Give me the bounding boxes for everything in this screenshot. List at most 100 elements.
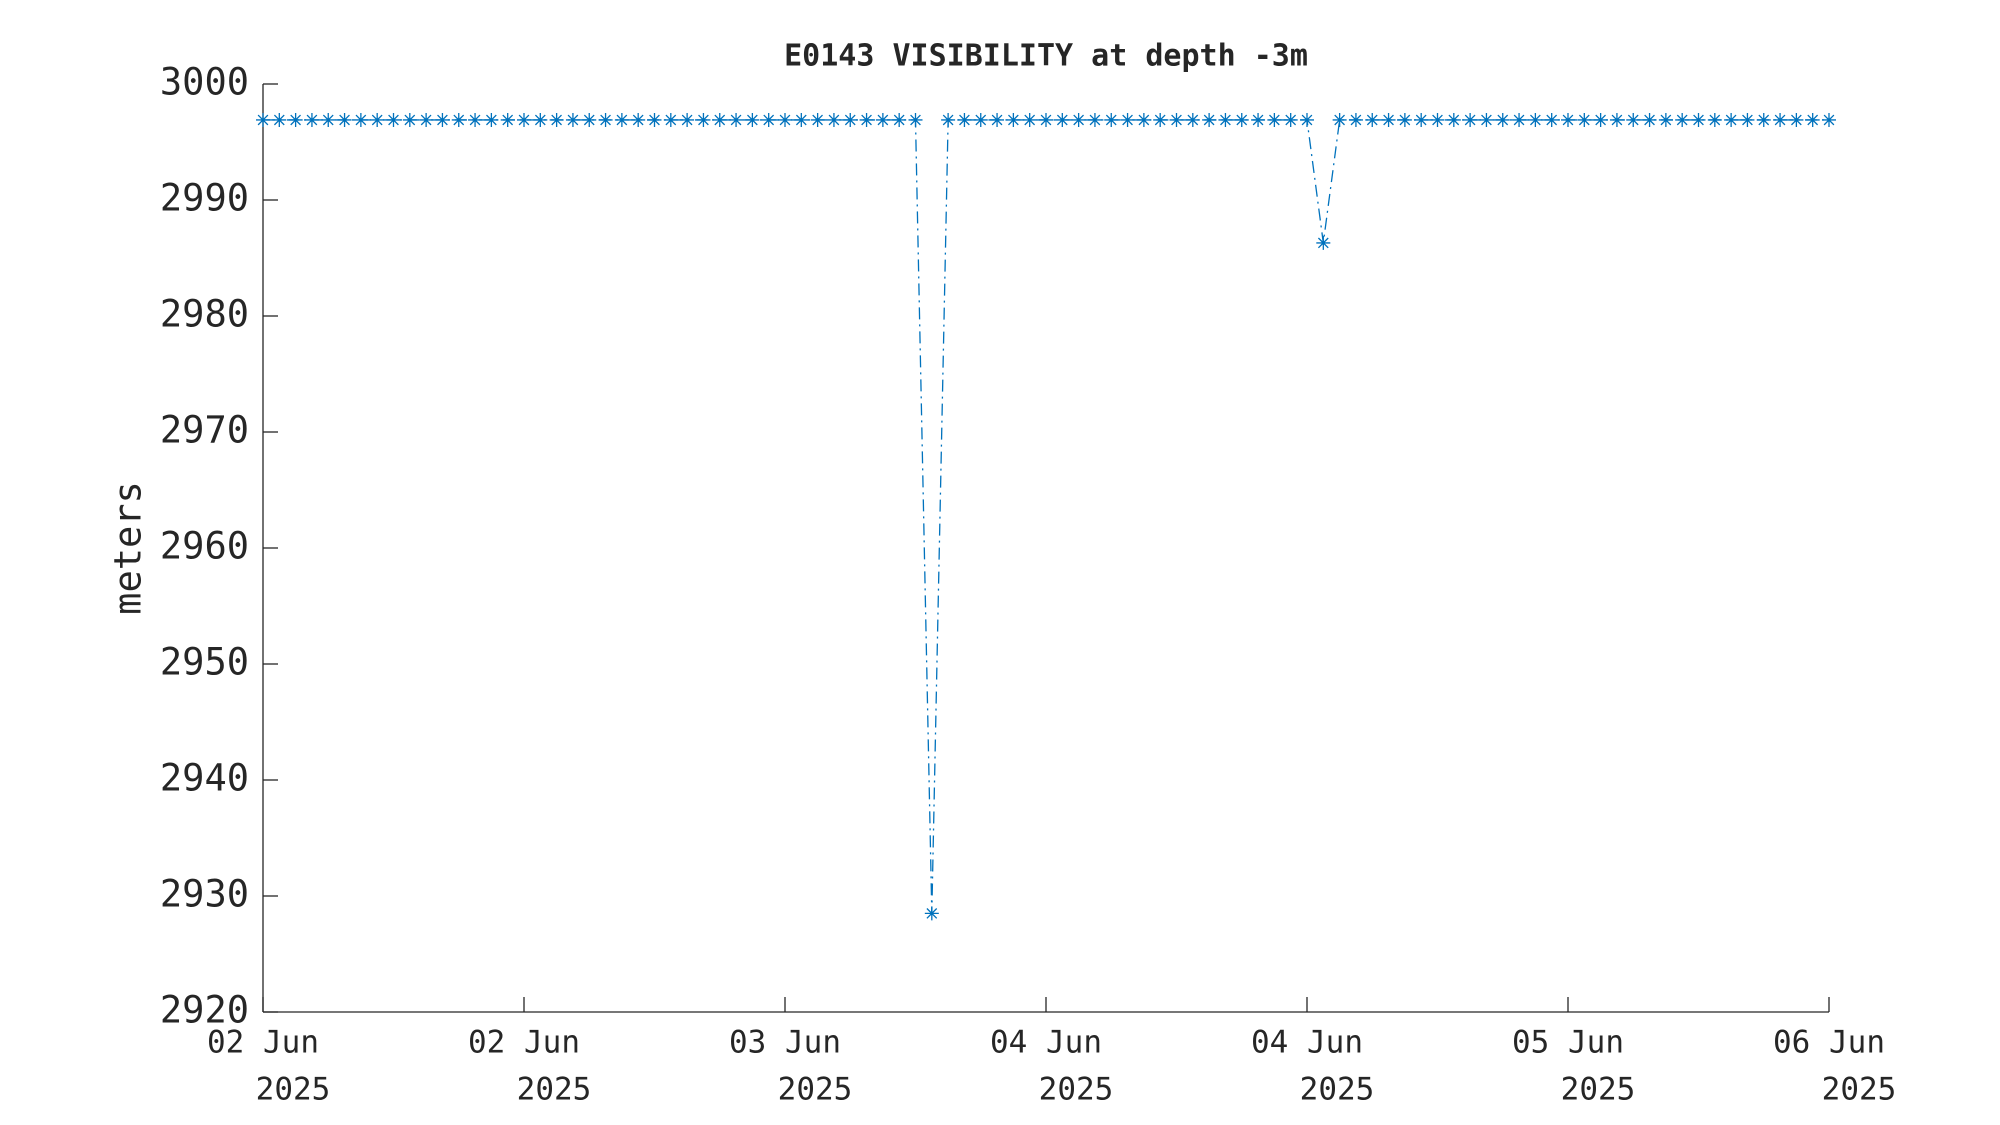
data-point [761, 112, 776, 127]
data-point [614, 112, 629, 127]
data-point [1234, 112, 1249, 127]
data-point [696, 112, 711, 127]
y-tick-label: 2980 [160, 293, 249, 336]
data-point [598, 112, 613, 127]
data-point [1724, 112, 1739, 127]
y-tick-label: 2940 [160, 757, 249, 800]
y-axis-label: meters [107, 481, 150, 615]
x-tick-label: 03 Jun [729, 1025, 841, 1061]
x-tick-label: 04 Jun [990, 1025, 1102, 1061]
data-point [631, 112, 646, 127]
data-point [484, 112, 499, 127]
data-point [1544, 112, 1559, 127]
data-point [435, 112, 450, 127]
data-point [1039, 112, 1053, 127]
data-point [1626, 112, 1641, 127]
data-point [321, 112, 336, 127]
x-tick-label: 2025 [1561, 1072, 1636, 1108]
data-point [1397, 112, 1412, 127]
data-point [1740, 112, 1755, 127]
x-tick-label: 2025 [256, 1072, 331, 1108]
data-point [451, 112, 466, 127]
x-tick-label: 04 Jun [1251, 1025, 1363, 1061]
data-point [1136, 112, 1151, 127]
data-point [647, 112, 662, 127]
x-tick-label: 2025 [1300, 1072, 1375, 1108]
data-point [1577, 112, 1592, 127]
data-point [990, 112, 1005, 127]
data-point [1805, 112, 1820, 127]
data-point [712, 112, 727, 127]
y-tick-label: 2970 [160, 409, 249, 452]
data-point [1756, 112, 1771, 127]
data-point [794, 112, 809, 127]
data-point [1707, 112, 1722, 127]
data-point [1348, 112, 1363, 127]
x-tick-label: 02 Jun [468, 1025, 580, 1061]
data-point [1593, 112, 1608, 127]
data-point [810, 112, 825, 127]
data-point [1332, 112, 1347, 127]
data-point [1104, 112, 1119, 127]
data-point [402, 112, 417, 127]
data-point [1251, 112, 1266, 127]
data-point [256, 112, 270, 127]
data-point [1006, 112, 1021, 127]
data-point [1512, 112, 1527, 127]
y-tick-label: 2960 [160, 525, 249, 568]
x-tick-label: 2025 [1039, 1072, 1114, 1108]
data-point [1316, 235, 1331, 250]
data-point [745, 112, 760, 127]
data-point [1609, 112, 1624, 127]
data-point [353, 112, 368, 127]
data-point [1022, 112, 1037, 127]
data-point [908, 112, 923, 127]
data-point [941, 112, 956, 127]
data-point [843, 112, 858, 127]
data-point [1642, 112, 1657, 127]
data-point [1528, 112, 1543, 127]
x-tick-label: 2025 [1822, 1072, 1897, 1108]
data-point [1479, 112, 1494, 127]
data-line [263, 119, 1829, 914]
data-point [1218, 112, 1233, 127]
data-point [680, 112, 695, 127]
data-point [272, 112, 287, 127]
data-point [1055, 112, 1070, 127]
x-tick-label: 02 Jun [207, 1025, 319, 1061]
data-point [973, 112, 988, 127]
data-point [337, 112, 352, 127]
data-point [565, 112, 580, 127]
data-point [288, 112, 303, 127]
data-point [468, 112, 483, 127]
data-point [1414, 112, 1429, 127]
data-point [370, 112, 385, 127]
data-point [1495, 112, 1510, 127]
data-point [1071, 112, 1086, 127]
data-point [517, 112, 531, 127]
data-point [549, 112, 564, 127]
y-tick-label: 2950 [160, 641, 249, 684]
x-tick-label: 2025 [778, 1072, 853, 1108]
data-point [957, 112, 972, 127]
data-point [1463, 112, 1478, 127]
data-point [1120, 112, 1135, 127]
data-point [859, 112, 874, 127]
y-tick-label: 3000 [160, 61, 249, 104]
data-point [1153, 112, 1168, 127]
data-point [1365, 112, 1380, 127]
x-tick-label: 06 Jun [1773, 1025, 1885, 1061]
data-point [1087, 112, 1102, 127]
data-point [1185, 112, 1200, 127]
data-point [1675, 112, 1690, 127]
data-point [533, 112, 548, 127]
data-point [386, 112, 401, 127]
x-tick-label: 2025 [517, 1072, 592, 1108]
data-point [892, 112, 907, 127]
data-point [1430, 112, 1445, 127]
data-point [1789, 112, 1804, 127]
data-point [1561, 112, 1575, 127]
data-point [500, 112, 515, 127]
data-point [419, 112, 434, 127]
